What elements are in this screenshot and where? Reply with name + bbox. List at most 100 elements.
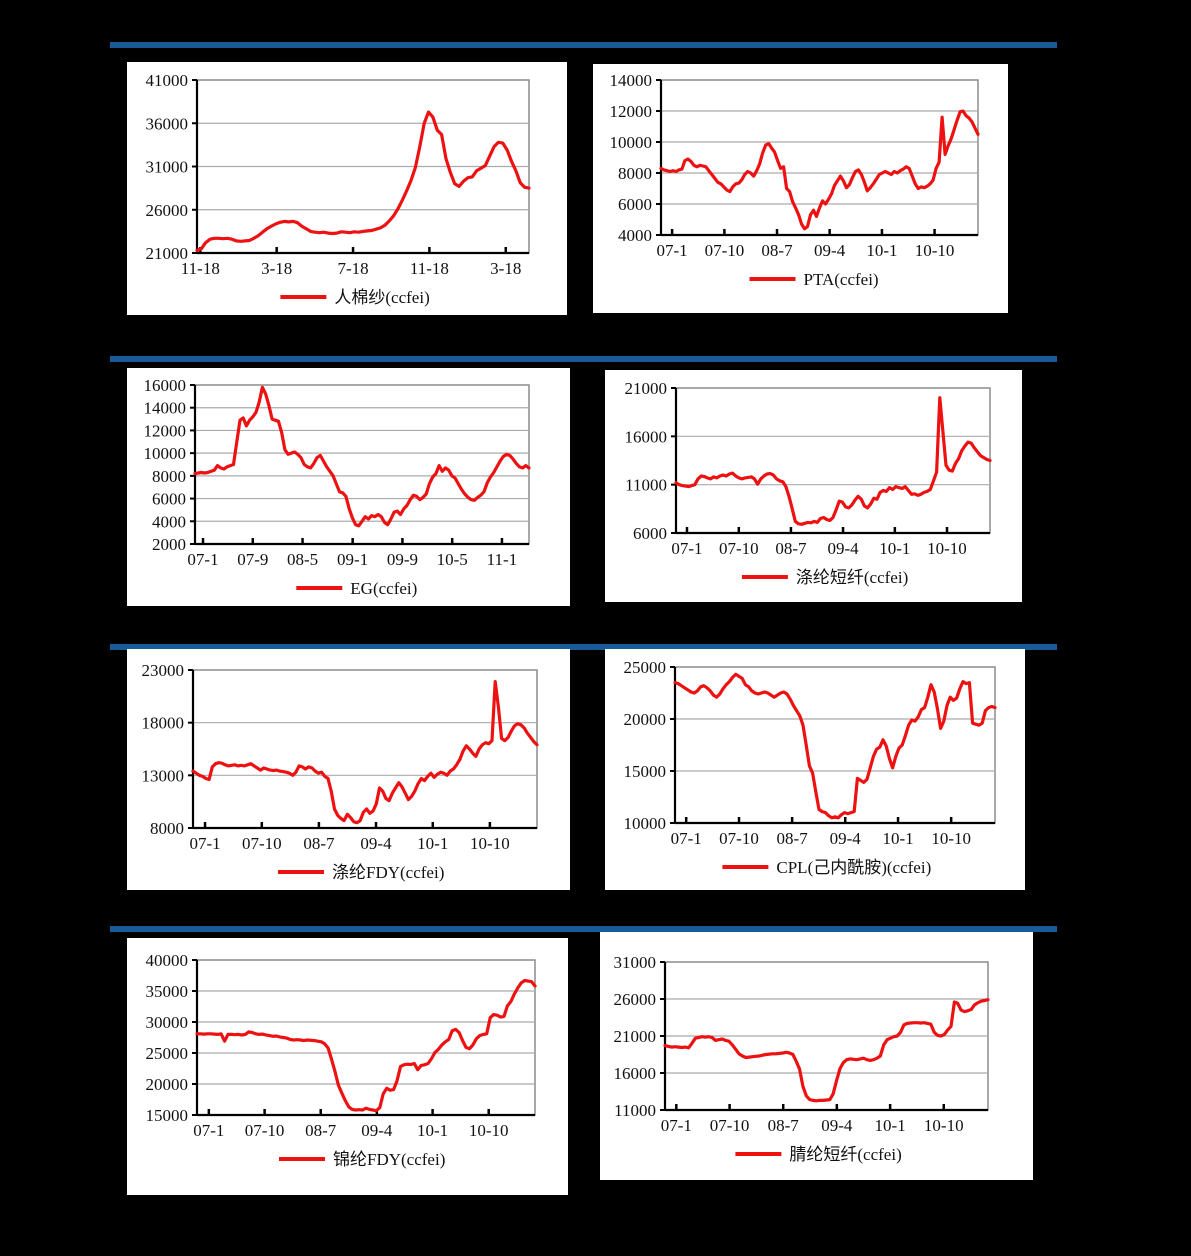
price-line [673, 672, 997, 820]
plot-border [196, 959, 536, 1116]
chart-svg: 21000 26000 31000 36000 41000 11-18 3-18 7-18 11… [146, 71, 531, 307]
x-tick-label: 07-10 [719, 539, 759, 558]
y-tick-label: 31000 [614, 953, 657, 972]
y-tick-label: 40000 [146, 951, 189, 970]
y-tick-label: 26000 [614, 990, 657, 1009]
x-tick-label: 09-4 [830, 829, 862, 848]
y-tick-label: 2000 [152, 535, 186, 554]
legend-label: EG(ccfei) [350, 579, 417, 598]
x-tick-label: 07-10 [710, 1116, 750, 1135]
x-tick-label: 09-4 [360, 834, 392, 853]
x-tick-label: 10-10 [931, 829, 971, 848]
chart-panel-rayon-yarn: 21000 26000 31000 36000 41000 11-18 3-18 7-18 11… [127, 62, 567, 315]
x-tick-label: 11-1 [487, 550, 518, 569]
chart-panel-eg: 2000 4000 6000 8000 10000 12000 14000 16000 07-1… [127, 368, 570, 606]
legend-label: 人棉纱(ccfei) [334, 288, 429, 307]
chart-svg: 8000 13000 18000 23000 07-1 07-10 08-7 09-4 10-1… [142, 661, 539, 882]
x-tick-label: 08-7 [303, 834, 335, 853]
y-tick-label: 8000 [618, 164, 652, 183]
separator-bar [110, 42, 1057, 48]
y-tick-label: 30000 [146, 1013, 189, 1032]
x-tick-label: 10-1 [879, 539, 910, 558]
legend-label: 腈纶短纤(ccfei) [789, 1145, 901, 1164]
y-tick-label: 8000 [152, 467, 186, 486]
x-tick-label: 10-10 [927, 539, 967, 558]
y-tick-label: 21000 [614, 1027, 657, 1046]
x-tick-label: 10-10 [470, 834, 510, 853]
x-tick-label: 07-1 [193, 1121, 224, 1140]
y-tick-label: 21000 [146, 244, 189, 263]
y-tick-label: 6000 [152, 490, 186, 509]
y-tick-label: 10000 [144, 444, 187, 463]
x-tick-label: 07-10 [705, 241, 745, 260]
chart-svg: 4000 6000 8000 10000 12000 14000 07-1 07-10 08-7… [610, 71, 980, 289]
x-tick-label: 07-10 [245, 1121, 285, 1140]
x-tick-label: 07-10 [719, 829, 759, 848]
chart-panel-acrylic-staple: 11000 16000 21000 26000 31000 07-1 07-10 08-7 09… [600, 932, 1033, 1180]
x-tick-label: 10-1 [882, 829, 913, 848]
x-tick-label: 09-4 [821, 1116, 853, 1135]
y-tick-label: 13000 [142, 766, 185, 785]
x-tick-label: 08-7 [761, 241, 793, 260]
price-line [659, 109, 980, 231]
plot-border [192, 669, 538, 829]
legend-label: 涤纶FDY(ccfei) [332, 863, 444, 882]
y-tick-label: 35000 [146, 982, 189, 1001]
x-tick-label: 08-7 [768, 1116, 800, 1135]
x-tick-label: 10-1 [417, 1121, 448, 1140]
x-tick-label: 3-18 [261, 259, 292, 278]
price-line [193, 385, 531, 528]
x-tick-label: 08-7 [305, 1121, 337, 1140]
y-tick-label: 25000 [146, 1044, 189, 1063]
x-tick-label: 09-4 [827, 539, 859, 558]
x-tick-label: 07-1 [189, 834, 220, 853]
chart-panel-polyester-fdy: 8000 13000 18000 23000 07-1 07-10 08-7 09-4 10-1… [127, 649, 570, 890]
chart-svg: 6000 11000 16000 21000 07-1 07-10 08-7 09-4 10-1… [625, 379, 992, 587]
x-tick-label: 3-18 [490, 259, 521, 278]
x-tick-label: 09-4 [814, 241, 846, 260]
x-tick-label: 09-4 [361, 1121, 393, 1140]
y-tick-label: 16000 [144, 376, 187, 395]
chart-panel-pta: 4000 6000 8000 10000 12000 14000 07-1 07-10 08-7… [593, 64, 1008, 313]
x-tick-label: 07-1 [661, 1116, 692, 1135]
price-line [191, 679, 539, 825]
price-line [195, 110, 531, 252]
chart-panel-cpl: 10000 15000 20000 25000 07-1 07-10 08-7 09-4 10-… [605, 649, 1025, 890]
y-tick-label: 10000 [610, 133, 653, 152]
y-tick-label: 20000 [146, 1075, 189, 1094]
y-tick-label: 10000 [624, 814, 667, 833]
x-tick-label: 09-9 [387, 550, 418, 569]
x-tick-label: 08-7 [777, 829, 809, 848]
y-tick-label: 15000 [146, 1106, 189, 1125]
separator-bar [110, 356, 1057, 362]
y-tick-label: 25000 [624, 658, 667, 677]
plot-border [675, 387, 991, 534]
x-tick-label: 07-9 [237, 550, 268, 569]
x-tick-label: 10-10 [924, 1116, 964, 1135]
x-tick-label: 10-1 [417, 834, 448, 853]
y-tick-label: 4000 [152, 512, 186, 531]
y-tick-label: 23000 [142, 661, 185, 680]
x-tick-label: 10-5 [437, 550, 468, 569]
y-tick-label: 14000 [610, 71, 653, 90]
y-tick-label: 18000 [142, 714, 185, 733]
x-tick-label: 11-18 [181, 259, 220, 278]
y-tick-label: 36000 [146, 114, 189, 133]
x-tick-label: 10-10 [469, 1121, 509, 1140]
x-tick-label: 10-10 [915, 241, 955, 260]
legend-label: PTA(ccfei) [804, 270, 879, 289]
y-tick-label: 12000 [610, 102, 653, 121]
chart-svg: 15000 20000 25000 30000 35000 40000 07-1 07-10 0… [146, 951, 537, 1169]
x-tick-label: 07-10 [242, 834, 282, 853]
y-tick-label: 41000 [146, 71, 189, 90]
legend-label: 锦纶FDY(ccfei) [333, 1150, 445, 1169]
x-tick-label: 10-1 [866, 241, 897, 260]
chart-svg: 2000 4000 6000 8000 10000 12000 14000 16000 07-1… [144, 376, 531, 598]
y-tick-label: 21000 [625, 379, 668, 398]
y-tick-label: 6000 [633, 524, 667, 543]
x-tick-label: 11-18 [410, 259, 449, 278]
y-tick-label: 11000 [625, 476, 667, 495]
y-tick-label: 4000 [618, 226, 652, 245]
y-tick-label: 12000 [144, 421, 187, 440]
y-tick-label: 14000 [144, 399, 187, 418]
